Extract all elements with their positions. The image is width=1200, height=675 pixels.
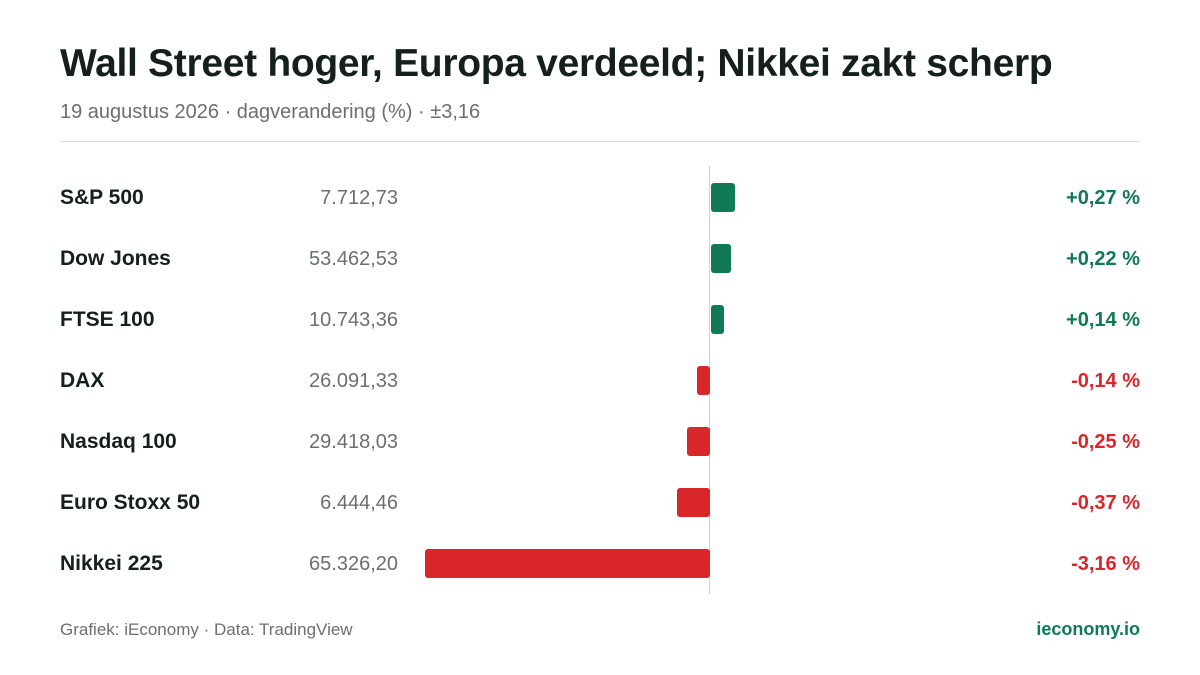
- change-label: -0,14 %: [1071, 370, 1140, 392]
- change-label: -0,25 %: [1071, 431, 1140, 453]
- bar-dow-jones: [711, 244, 731, 273]
- source-note: Grafiek: iEconomy · Data: TradingView: [60, 620, 353, 639]
- bar-ftse-100: [711, 305, 724, 334]
- index-name: Nasdaq 100: [60, 430, 177, 453]
- change-label: -0,37 %: [1071, 492, 1140, 514]
- index-level: 7.712,73: [320, 187, 398, 209]
- index-row-nasdaq-100: Nasdaq 100 29.418,03 -0,25 %: [60, 422, 1140, 462]
- chart-subtitle: 19 augustus 2026 · dagverandering (%) · …: [60, 101, 481, 123]
- brand-link[interactable]: ieconomy.io: [1036, 619, 1140, 639]
- index-level: 26.091,33: [309, 370, 398, 392]
- bar-sandp-500: [711, 183, 736, 212]
- change-label: +0,22 %: [1066, 248, 1140, 270]
- change-label: +0,14 %: [1066, 309, 1140, 331]
- index-name: Nikkei 225: [60, 552, 163, 575]
- index-row-dax: DAX 26.091,33 -0,14 %: [60, 361, 1140, 401]
- index-level: 6.444,46: [320, 492, 398, 514]
- index-level: 29.418,03: [309, 431, 398, 453]
- bar-nikkei-225: [425, 549, 710, 578]
- index-level: 53.462,53: [309, 248, 398, 270]
- bar-nasdaq-100: [687, 427, 710, 456]
- index-level: 65.326,20: [309, 553, 398, 575]
- index-name: FTSE 100: [60, 308, 155, 331]
- index-level: 10.743,36: [309, 309, 398, 331]
- bar-dax: [697, 366, 710, 395]
- index-row-euro-stoxx-50: Euro Stoxx 50 6.444,46 -0,37 %: [60, 483, 1140, 523]
- header-divider: [60, 141, 1140, 142]
- bar-euro-stoxx-50: [676, 488, 710, 517]
- change-label: +0,27 %: [1066, 187, 1140, 209]
- index-row-sandp-500: S&P 500 7.712,73 +0,27 %: [60, 178, 1140, 218]
- index-row-dow-jones: Dow Jones 53.462,53 +0,22 %: [60, 239, 1140, 279]
- index-name: Dow Jones: [60, 247, 171, 270]
- index-row-nikkei-225: Nikkei 225 65.326,20 -3,16 %: [60, 544, 1140, 584]
- change-label: -3,16 %: [1071, 553, 1140, 575]
- index-name: S&P 500: [60, 186, 144, 209]
- index-row-ftse-100: FTSE 100 10.743,36 +0,14 %: [60, 300, 1140, 340]
- chart-title: Wall Street hoger, Europa verdeeld; Nikk…: [60, 42, 1053, 85]
- index-name: DAX: [60, 369, 105, 392]
- index-name: Euro Stoxx 50: [60, 491, 201, 514]
